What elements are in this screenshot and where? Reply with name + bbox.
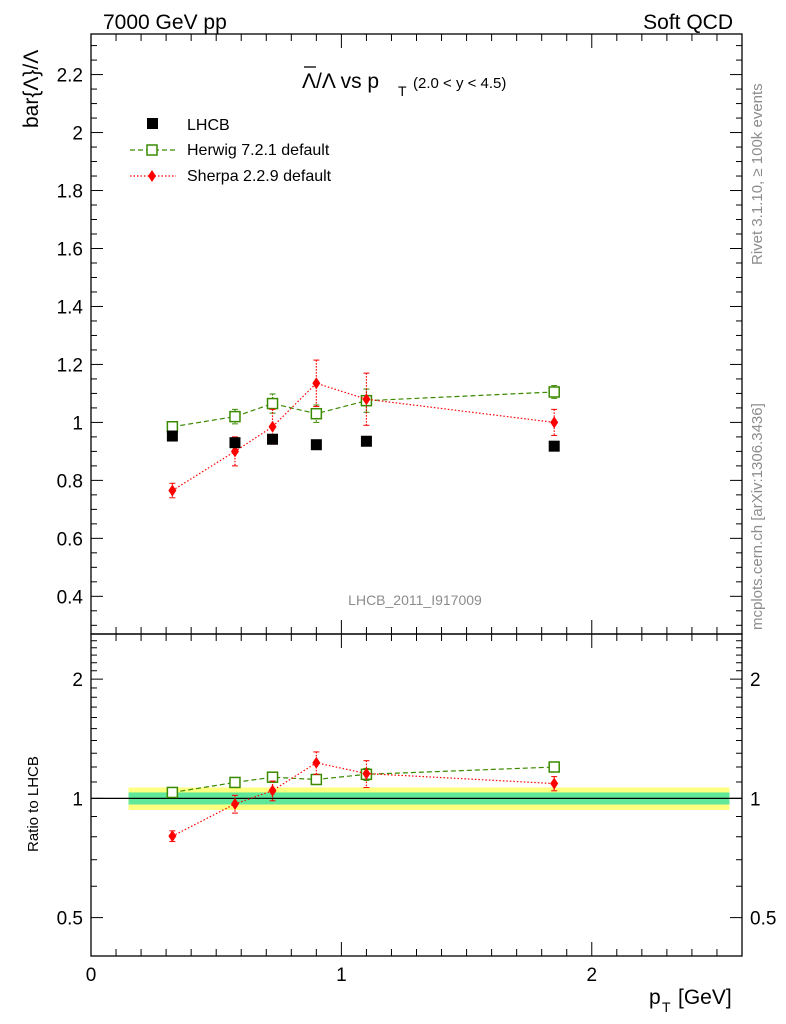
herwig-point bbox=[548, 761, 560, 773]
ratio-x-tick-label: 1 bbox=[336, 965, 347, 986]
ratio-y-tick-label-right: 2 bbox=[750, 670, 761, 691]
mcplots-label: mcplots.cern.ch [arXiv:1306.3436] bbox=[749, 403, 766, 630]
sherpa-point bbox=[362, 767, 371, 780]
herwig-point bbox=[229, 776, 241, 789]
sherpa-point bbox=[168, 484, 177, 497]
main-panel: 0.4 0.6 0.8 1 1.2 1.4 1.6 1.8 2 2.2 bbox=[57, 33, 743, 635]
main-y-tick-label: 0.6 bbox=[57, 529, 83, 550]
main-herwig-line bbox=[172, 391, 555, 428]
legend-marker-lhcb bbox=[147, 118, 158, 129]
herwig-point bbox=[548, 386, 560, 398]
legend-marker-herwig bbox=[146, 144, 158, 156]
main-y-tick-label: 1.2 bbox=[57, 355, 83, 376]
main-ylabel: bar{Λ}/Λ bbox=[20, 50, 43, 128]
data-point bbox=[310, 439, 322, 451]
sherpa-point bbox=[230, 797, 239, 810]
legend-label-lhcb: LHCB bbox=[187, 117, 230, 134]
xlabel-sub: T bbox=[662, 999, 671, 1015]
ratio-y-tick-label: 1 bbox=[72, 789, 83, 810]
data-point bbox=[267, 433, 279, 445]
ratio-y-tick-label-right: 0.5 bbox=[750, 909, 776, 930]
ratio-panel: 0 1 2 0.5 0.5 1 1 2 2 bbox=[57, 633, 776, 986]
x-axis-title: p T [GeV] bbox=[649, 986, 732, 1015]
data-point bbox=[360, 435, 372, 447]
ratio-herwig-line bbox=[172, 766, 555, 794]
ratio-y-tick-label-right: 1 bbox=[750, 789, 761, 810]
ratio-x-tick-label: 2 bbox=[586, 965, 597, 986]
plot-title: Λ/Λ vs p T (2.0 < y < 4.5) bbox=[302, 66, 506, 99]
sherpa-point bbox=[268, 784, 277, 797]
main-y-tick-label: 1 bbox=[72, 413, 83, 434]
sherpa-point bbox=[550, 416, 559, 429]
legend-marker-sherpa bbox=[148, 170, 156, 182]
sherpa-point bbox=[168, 830, 177, 843]
ratio-ylabel: Ratio to LHCB bbox=[25, 756, 42, 852]
xlabel-main: p bbox=[649, 986, 661, 1009]
sherpa-point bbox=[312, 377, 321, 390]
main-y-tick-label: 1.6 bbox=[57, 239, 83, 260]
herwig-point bbox=[166, 786, 179, 799]
sherpa-point bbox=[268, 420, 277, 433]
rivet-label: Rivet 3.1.10, ≥ 100k events bbox=[749, 83, 766, 265]
legend-label-herwig: Herwig 7.2.1 default bbox=[187, 142, 330, 159]
herwig-point bbox=[266, 397, 279, 410]
ratio-y-tick-label: 2 bbox=[72, 670, 83, 691]
main-y-tick-label: 0.8 bbox=[57, 471, 83, 492]
analysis-watermark: LHCB_2011_I917009 bbox=[348, 592, 482, 608]
legend-label-sherpa: Sherpa 2.2.9 default bbox=[187, 168, 332, 185]
ratio-y-tick-label: 0.5 bbox=[57, 909, 83, 930]
sherpa-point bbox=[230, 445, 239, 458]
data-point bbox=[166, 430, 178, 442]
main-y-tick-label: 1.4 bbox=[57, 297, 84, 318]
main-y-tick-label: 2 bbox=[72, 124, 83, 145]
sherpa-point bbox=[312, 756, 321, 769]
main-y-tick-label: 1.8 bbox=[57, 182, 83, 203]
herwig-point bbox=[229, 410, 241, 423]
legend: LHCB Herwig 7.2.1 default Sherpa 2.2.9 d… bbox=[130, 117, 332, 185]
herwig-point bbox=[166, 421, 179, 433]
herwig-point bbox=[310, 407, 323, 420]
xlabel-unit: [GeV] bbox=[678, 986, 732, 1009]
sherpa-point bbox=[362, 393, 371, 406]
main-y-tick-label: 2.2 bbox=[57, 66, 83, 87]
title-range: (2.0 < y < 4.5) bbox=[413, 75, 506, 92]
title-main: Λ/Λ vs p bbox=[302, 70, 379, 93]
data-point bbox=[229, 437, 241, 449]
header-right: Soft QCD bbox=[643, 11, 733, 34]
main-y-tick-label: 0.4 bbox=[57, 587, 84, 608]
title-sub: T bbox=[398, 83, 407, 99]
ratio-x-tick-label: 0 bbox=[86, 965, 97, 986]
sherpa-point bbox=[550, 777, 559, 790]
data-point bbox=[548, 440, 560, 452]
herwig-point bbox=[310, 773, 323, 786]
header-left: 7000 GeV pp bbox=[103, 11, 227, 34]
